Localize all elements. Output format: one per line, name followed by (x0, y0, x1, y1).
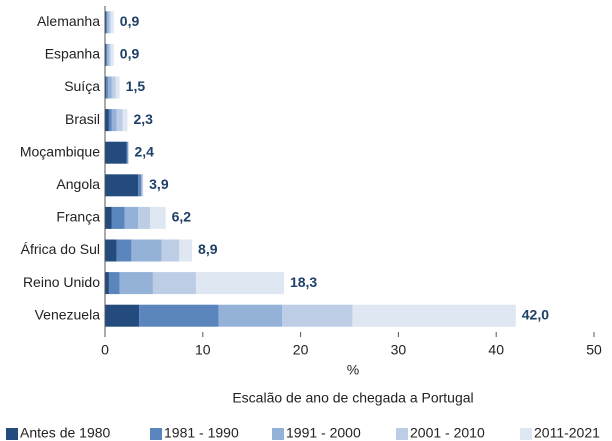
bar-segment (138, 174, 142, 197)
bar-segment (282, 304, 353, 327)
y-tick-label: África do Sul (21, 241, 100, 257)
legend-label: 2011-2021 (534, 425, 600, 441)
bar-segment (116, 239, 132, 262)
bar-segment (105, 304, 140, 327)
bar-segment (352, 304, 516, 327)
bar-segment (149, 206, 166, 229)
bar-segment (110, 11, 114, 34)
x-axis-label: % (347, 362, 359, 378)
legend-label: 2001 - 2010 (410, 425, 485, 441)
legend-label: 1991 - 2000 (286, 425, 361, 441)
bar-segment (111, 109, 117, 132)
bar-segment (161, 239, 180, 262)
y-tick-label: Reino Unido (23, 274, 100, 290)
total-label: 6,2 (172, 209, 192, 225)
x-tick-label: 10 (195, 342, 211, 358)
bar-segment (108, 43, 111, 66)
bar-segment (108, 11, 111, 34)
bar-segment (106, 11, 109, 34)
total-label: 18,3 (290, 274, 317, 290)
x-tick-label: 30 (391, 342, 407, 358)
bar-segment (107, 76, 112, 99)
bar-segment (142, 174, 144, 197)
bar-segment (105, 206, 112, 229)
total-label: 1,5 (126, 78, 146, 94)
legend-label: Antes de 1980 (20, 425, 111, 441)
bar-segment (122, 109, 128, 132)
total-label: 0,9 (120, 13, 140, 29)
x-tick-label: 50 (586, 342, 602, 358)
bar-segment (105, 239, 117, 262)
total-label: 8,9 (198, 241, 218, 257)
y-tick-label: França (56, 209, 100, 225)
total-label: 2,4 (134, 143, 154, 159)
bar-segment (115, 76, 120, 99)
x-tick-label: 20 (293, 342, 309, 358)
bar-segment (111, 206, 125, 229)
legend-swatch (396, 428, 408, 440)
bar-segment (105, 141, 127, 164)
y-tick-label: Angola (56, 176, 100, 192)
bar-segment (218, 304, 283, 327)
legend-title: Escalão de ano de chegada a Portugal (232, 390, 473, 406)
bar-segment (127, 141, 129, 164)
bar-segment (108, 109, 112, 132)
y-tick-label: Alemanha (37, 13, 100, 29)
bar-segment (105, 174, 139, 197)
bar-segment (105, 272, 109, 295)
total-label: 42,0 (522, 306, 549, 322)
bar-segment (106, 43, 109, 66)
total-label: 2,3 (133, 111, 153, 127)
bar-segment (119, 272, 153, 295)
bar-segment (116, 109, 123, 132)
y-tick-label: Venezuela (35, 306, 101, 322)
bar-segment (152, 272, 196, 295)
y-tick-label: Espanha (45, 46, 100, 62)
bar-segment (131, 239, 162, 262)
bar-segment (105, 43, 107, 66)
x-tick-label: 40 (488, 342, 504, 358)
bar-segment (124, 206, 139, 229)
x-tick-label: 0 (101, 342, 109, 358)
legend-swatch (6, 428, 18, 440)
legend-swatch (150, 428, 162, 440)
legend-label: 1981 - 1990 (164, 425, 239, 441)
bar-segment (108, 272, 120, 295)
bar-segment (126, 141, 128, 164)
bar-segment (141, 174, 143, 197)
bar-segment (110, 43, 114, 66)
total-label: 0,9 (120, 46, 140, 62)
bar-segment (105, 11, 107, 34)
bar-segment (179, 239, 193, 262)
bar-segment (111, 76, 116, 99)
y-tick-label: Moçambique (20, 143, 100, 159)
legend-swatch (272, 428, 284, 440)
bar-segment (138, 206, 150, 229)
bar-segment (139, 304, 219, 327)
bar-segment (105, 76, 108, 99)
bar-segment (105, 109, 109, 132)
legend-swatch (520, 428, 532, 440)
total-label: 3,9 (149, 176, 169, 192)
y-tick-label: Brasil (65, 111, 100, 127)
y-tick-label: Suíça (64, 78, 100, 94)
bar-segment (195, 272, 284, 295)
